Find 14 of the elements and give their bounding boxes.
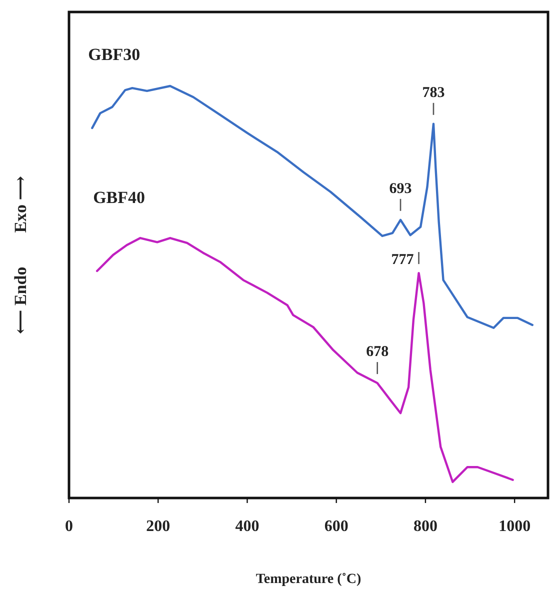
annotation: 693 [389,180,412,197]
x-tick-label: 600 [324,518,348,535]
x-tick-label: 400 [235,518,260,535]
annotation: 678 [366,344,389,360]
x-tick-label: 800 [413,518,438,535]
series-label: GBF30 [88,45,140,64]
series-label: GBF40 [93,188,146,207]
annotation: 777 [391,252,414,268]
x-tick-label: 1000 [498,518,531,535]
x-axis-title: Temperature (˚C) [256,572,362,587]
y-axis-title: ⟵ Endo Exo ⟶ [11,176,30,334]
x-tick-label: 200 [146,518,170,535]
annotation: 783 [422,84,445,101]
x-tick-label: 0 [65,518,73,535]
